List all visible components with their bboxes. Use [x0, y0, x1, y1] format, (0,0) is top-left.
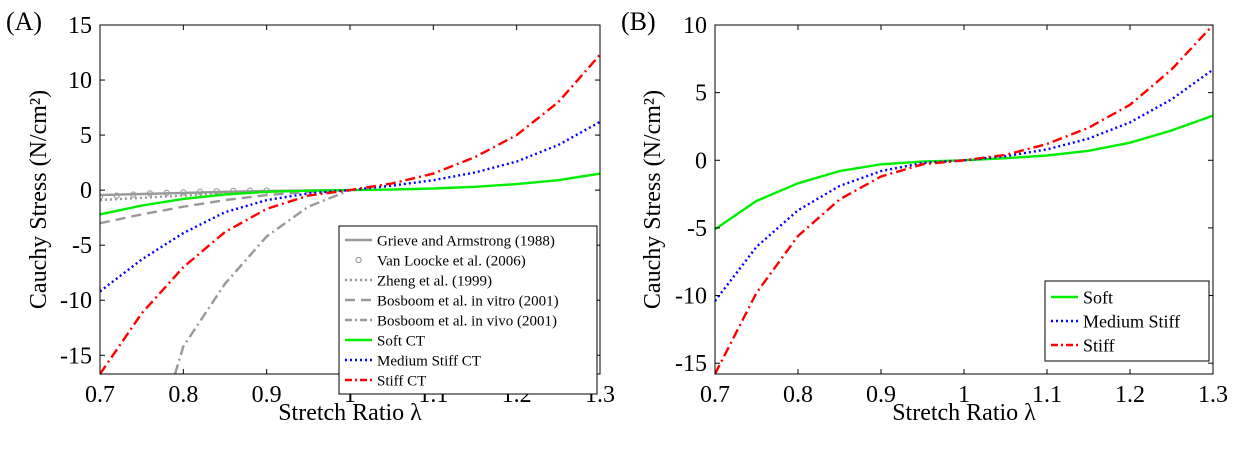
y-tick-label: -15 — [675, 351, 707, 377]
legend-label: Grieve and Armstrong (1988) — [377, 233, 555, 249]
y-tick-label: 10 — [683, 13, 707, 39]
series-line-soft — [715, 114, 1213, 231]
legend-label: Bosboom et al. in vivo (2001) — [377, 313, 557, 329]
x-tick-label: 0.7 — [700, 382, 730, 408]
y-tick-label: 5 — [695, 81, 707, 107]
series-1-point-2 — [130, 191, 137, 198]
panel-label: (B) — [621, 7, 656, 36]
legend-label: Medium Stiff CT — [377, 353, 481, 369]
series-line-stiff — [715, 25, 1213, 374]
x-tick-label: 0.7 — [85, 382, 115, 408]
series-line-medium-stiff — [715, 68, 1213, 302]
x-tick-label: 1 — [958, 382, 970, 408]
y-tick-label: -5 — [687, 216, 707, 242]
y-tick-label: -5 — [72, 233, 92, 259]
legend-label: Stiff — [1083, 335, 1115, 355]
legend-label: Van Loocke et al. (2006) — [377, 253, 526, 269]
legend-label: Bosboom et al. in vitro (2001) — [377, 293, 559, 309]
x-tick-label: 1.1 — [1032, 382, 1062, 408]
y-axis-label: Cauchy Stress (N/cm²) — [640, 90, 666, 309]
series-line-bosboom-et-al-in-vivo-2001- — [173, 188, 351, 374]
y-tick-label: -15 — [60, 343, 92, 369]
y-tick-label: -10 — [675, 284, 707, 310]
y-tick-label: 10 — [68, 68, 92, 94]
legend-label: Stiff CT — [377, 373, 426, 389]
panel-label: (A) — [6, 7, 42, 36]
legend-label: Soft — [1083, 287, 1113, 307]
legend-label: Zheng et al. (1999) — [377, 273, 492, 289]
series-line-stiff-ct — [100, 53, 600, 374]
series-1-point-10 — [263, 187, 270, 194]
series-1-point-3 — [146, 190, 154, 197]
y-tick-label: 15 — [68, 13, 92, 39]
legend-box — [338, 225, 598, 395]
x-tick-label: 0.8 — [168, 382, 198, 408]
x-axis-label: Stretch Ratio λ — [278, 400, 422, 426]
x-tick-label: 0.9 — [252, 382, 282, 408]
legend-label: Medium Stiff — [1083, 311, 1180, 331]
x-axis-label: Stretch Ratio λ — [892, 400, 1036, 426]
y-tick-label: 0 — [80, 178, 92, 204]
series-1-point-5 — [180, 189, 187, 196]
x-tick-label: 1.3 — [1198, 382, 1228, 408]
y-tick-label: -10 — [60, 288, 92, 314]
x-tick-label: 1.2 — [1115, 382, 1145, 408]
legend-swatch — [355, 256, 362, 264]
x-tick-label: 0.9 — [866, 382, 896, 408]
legend-label: Soft CT — [377, 333, 425, 349]
y-tick-label: 0 — [695, 148, 707, 174]
y-axis-label: Cauchy Stress (N/cm²) — [26, 90, 52, 309]
x-tick-label: 0.8 — [783, 382, 813, 408]
y-tick-label: 5 — [80, 123, 92, 149]
